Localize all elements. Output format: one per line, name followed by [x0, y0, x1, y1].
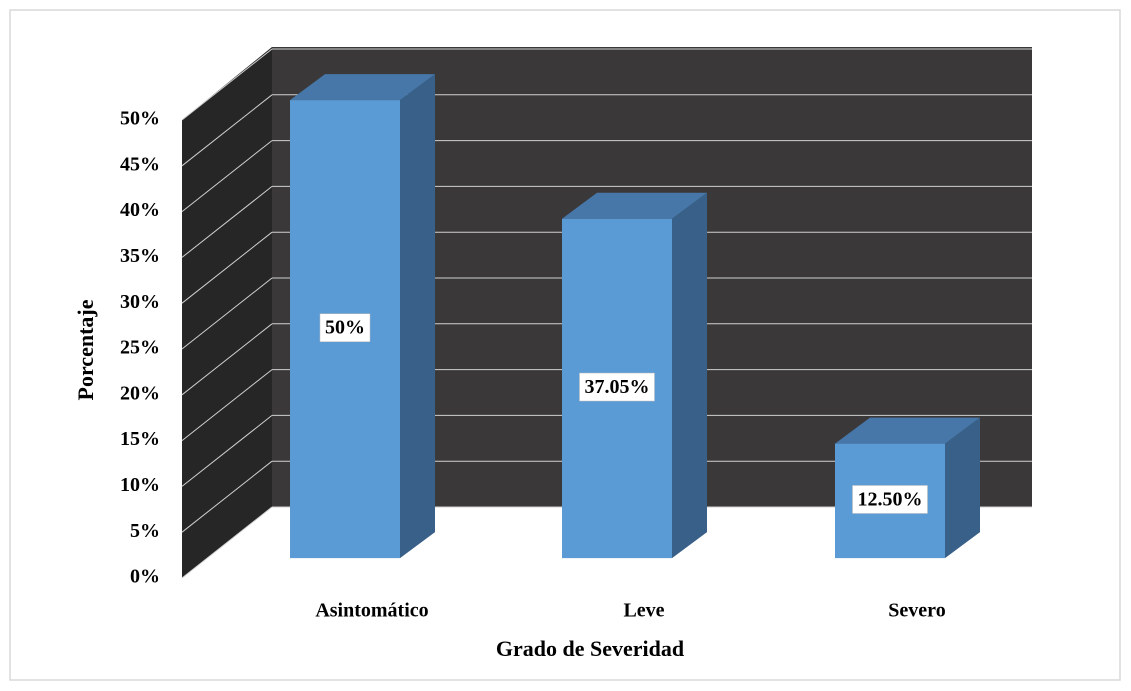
grid-line [181, 231, 273, 304]
grid-line [181, 186, 273, 258]
y-tick-label: 25% [120, 337, 160, 359]
grid-line [181, 48, 273, 121]
value-label: 50% [325, 317, 365, 339]
grid-line [181, 506, 273, 579]
value-label: 12.50% [858, 488, 923, 510]
bar-side [400, 74, 435, 559]
y-tick-label: 45% [120, 153, 160, 175]
grid-line [181, 140, 273, 212]
x-tick-label: Leve [623, 600, 664, 622]
y-tick-label: 40% [120, 199, 160, 221]
value-label: 37.05% [585, 376, 650, 398]
y-tick-label: 5% [130, 520, 160, 542]
y-tick-label: 10% [120, 474, 160, 496]
y-tick-label: 35% [120, 245, 160, 267]
bar-side [945, 417, 980, 559]
bar-top [290, 74, 435, 101]
grid-line [181, 94, 273, 167]
y-tick-label: 0% [130, 566, 160, 588]
grid-line [181, 460, 273, 533]
value-label-box [319, 313, 371, 342]
side-wall [182, 47, 272, 578]
grid-line [181, 369, 273, 441]
y-tick-label: 50% [120, 108, 160, 130]
y-tick-label: 15% [120, 428, 160, 450]
grid-line [181, 277, 273, 350]
x-axis-title: Grado de Severidad [496, 636, 684, 661]
bar-side [672, 192, 707, 559]
value-label-box [579, 372, 655, 402]
bar-top [835, 417, 980, 444]
x-tick-label: Severo [888, 600, 945, 622]
y-tick-label: 30% [120, 291, 160, 313]
grid-line [181, 323, 273, 396]
y-axis-title: Porcentaje [73, 299, 98, 400]
grid-line [181, 415, 273, 487]
bar-top [562, 192, 707, 219]
value-label-box [852, 485, 928, 514]
x-tick-label: Asintomático [315, 600, 428, 622]
y-tick-label: 20% [120, 382, 160, 404]
